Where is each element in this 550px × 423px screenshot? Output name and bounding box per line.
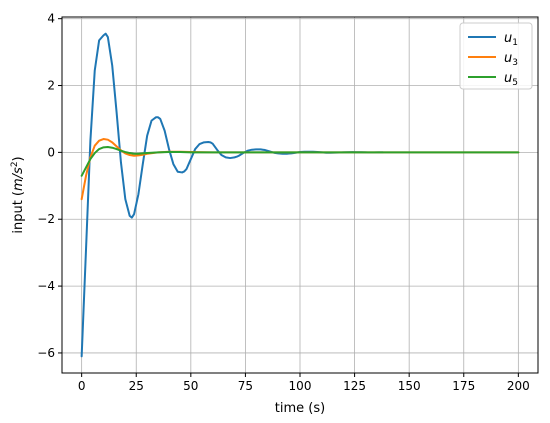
x-tick-label: 200 bbox=[507, 379, 530, 393]
x-tick-label: 100 bbox=[289, 379, 312, 393]
y-axis-label-exponent: 2 bbox=[10, 161, 20, 167]
legend-label-u3: u3 bbox=[504, 51, 518, 68]
legend-entry-u5: u5 bbox=[468, 71, 518, 88]
y-tick-label: 2 bbox=[47, 79, 55, 93]
x-tick-label: 25 bbox=[129, 379, 144, 393]
y-axis-label-close: ) bbox=[11, 156, 26, 161]
y-axis-label-unit-rest: /s bbox=[11, 167, 26, 179]
y-tick-label: 0 bbox=[47, 145, 55, 159]
y-axis-label-main: input ( bbox=[11, 191, 26, 234]
x-tick-label: 0 bbox=[78, 379, 86, 393]
x-axis-label: time (s) bbox=[275, 401, 325, 416]
x-tick-label: 150 bbox=[398, 379, 421, 393]
y-tick-label: −6 bbox=[37, 346, 55, 360]
series-layer bbox=[80, 32, 520, 358]
legend: u1 u3 u5 bbox=[459, 22, 533, 90]
y-axis-ticks: −6 −4 −2 0 2 4 bbox=[37, 12, 62, 360]
legend-label-u5: u5 bbox=[504, 71, 518, 88]
x-axis-ticks: 0 25 50 75 100 125 150 175 200 bbox=[78, 373, 530, 393]
legend-entry-u1: u1 bbox=[468, 31, 518, 48]
x-tick-label: 50 bbox=[183, 379, 198, 393]
x-tick-label: 175 bbox=[452, 379, 475, 393]
legend-entry-u3: u3 bbox=[468, 51, 518, 68]
y-tick-label: −2 bbox=[37, 212, 55, 226]
legend-label-u1: u1 bbox=[504, 31, 518, 48]
x-tick-label: 125 bbox=[343, 379, 366, 393]
x-tick-label: 75 bbox=[238, 379, 253, 393]
y-axis-label-unit-m: m bbox=[11, 178, 26, 191]
y-tick-label: 4 bbox=[47, 12, 55, 26]
y-tick-label: −4 bbox=[37, 279, 55, 293]
series-line-u5 bbox=[80, 146, 520, 177]
y-axis-label: input (m/s2) bbox=[10, 156, 26, 233]
